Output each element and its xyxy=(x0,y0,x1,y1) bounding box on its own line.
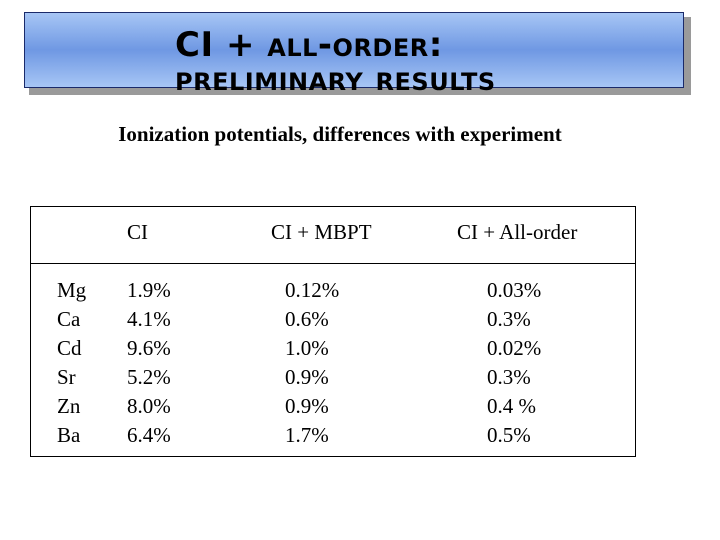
ci-all-order-cell: 0.4 % xyxy=(487,394,536,418)
ci-all-order-cell: 0.5% xyxy=(487,423,531,447)
subtitle: Ionization potentials, differences with … xyxy=(118,122,562,146)
ci-all-order-cell: 0.03% xyxy=(487,278,542,302)
header-ci-mbpt: CI + MBPT xyxy=(271,220,372,244)
ci-all-order-column: 0.03% 0.3% 0.02% 0.3% 0.4 % 0.5% xyxy=(487,276,541,450)
table-header-rule xyxy=(30,263,636,264)
ci-column: 1.9% 4.1% 9.6% 5.2% 8.0% 6.4% xyxy=(127,276,171,450)
title-line-1: CI + all-order: xyxy=(175,25,443,65)
element-cell: Cd xyxy=(57,336,82,360)
ci-mbpt-cell: 0.9% xyxy=(285,365,329,389)
ci-mbpt-column: 0.12% 0.6% 1.0% 0.9% 0.9% 1.7% xyxy=(285,276,339,450)
element-cell: Zn xyxy=(57,394,81,418)
title-line-2: preliminary results xyxy=(175,59,496,99)
ci-mbpt-cell: 0.12% xyxy=(285,278,340,302)
header-ci-all-order: CI + All-order xyxy=(457,220,578,244)
ci-mbpt-cell: 0.9% xyxy=(285,394,329,418)
element-cell: Ca xyxy=(57,307,81,331)
title-banner: CI + all-order: preliminary results xyxy=(24,12,684,99)
element-column: Mg Ca Cd Sr Zn Ba xyxy=(57,276,86,450)
element-cell: Sr xyxy=(57,365,76,389)
element-cell: Mg xyxy=(57,278,87,302)
ci-all-order-cell: 0.3% xyxy=(487,307,531,331)
ci-all-order-cell: 0.02% xyxy=(487,336,542,360)
ci-cell: 8.0% xyxy=(127,394,171,418)
results-table xyxy=(30,206,636,457)
ci-cell: 9.6% xyxy=(127,336,171,360)
ci-cell: 4.1% xyxy=(127,307,171,331)
element-cell: Ba xyxy=(57,423,81,447)
ci-mbpt-cell: 0.6% xyxy=(285,307,329,331)
ci-cell: 1.9% xyxy=(127,278,171,302)
ci-mbpt-cell: 1.0% xyxy=(285,336,329,360)
ci-all-order-cell: 0.3% xyxy=(487,365,531,389)
header-ci: CI xyxy=(127,220,148,244)
ci-mbpt-cell: 1.7% xyxy=(285,423,329,447)
ci-cell: 6.4% xyxy=(127,423,171,447)
ci-cell: 5.2% xyxy=(127,365,171,389)
